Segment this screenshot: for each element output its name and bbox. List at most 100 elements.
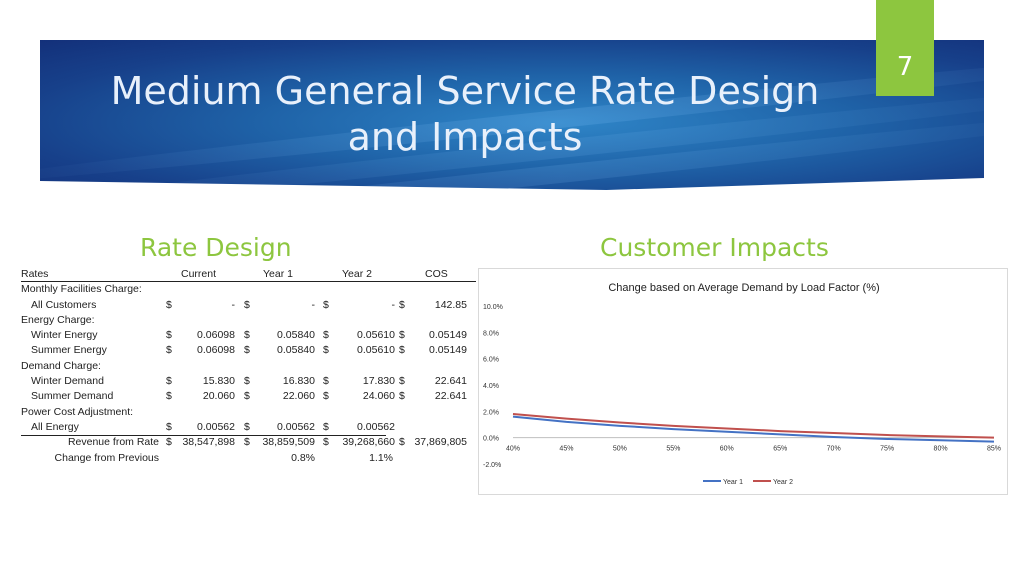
currency-symbol: $ [399,436,405,449]
table-row: Energy Charge: [21,313,476,328]
slide-title: Medium General Service Rate Design and I… [100,68,830,160]
y-tick-label: 2.0% [483,409,499,416]
currency-symbol: $ [244,298,250,311]
currency-symbol: $ [244,436,250,449]
table-row: Summer Energy $0.06098 $0.05840 $0.05610 $0.… [21,343,476,358]
cell-value: 0.05149 [429,344,467,357]
header-cos: COS [425,268,448,280]
cell-value: 0.06098 [197,344,235,357]
row-label: Winter Energy [31,329,98,342]
x-tick-label: 45% [559,446,573,453]
table-row: Summer Demand $20.060 $22.060 $24.060 $22.64… [21,389,476,404]
cell-value: 20.060 [202,390,235,403]
table-row: Revenue from Rate $38,547,898 $38,859,509 $… [21,435,476,450]
slide-number-badge: 7 [876,0,934,96]
y-tick-label: 6.0% [483,357,499,364]
currency-symbol: $ [323,436,329,449]
x-tick-label: 80% [934,446,948,453]
y-tick-label: 4.0% [483,383,499,390]
cell-value: 0.05610 [357,344,395,357]
series-line-2 [512,412,995,439]
rate-design-heading: Rate Design [140,233,292,262]
chart-title: Change based on Average Demand by Load F… [608,282,879,294]
currency-symbol: $ [166,420,172,433]
x-tick-label: 65% [773,446,787,453]
cell-value: 17.830 [362,375,395,388]
rates-table: Rates Current Year 1 Year 2 COS Monthly … [21,267,476,466]
table-row: Power Cost Adjustment: [21,405,476,420]
y-tick-label: -2.0% [483,462,501,469]
currency-symbol: $ [323,375,329,388]
table-row: Winter Demand $15.830 $16.830 $17.830 $22.64… [21,374,476,389]
currency-symbol: $ [399,329,405,342]
currency-symbol: $ [244,344,250,357]
currency-symbol: $ [166,436,172,449]
table-row: All Customers $ - $ - $ - $142.85 [21,298,476,313]
y-tick-label: 10.0% [483,304,503,311]
slide-number: 7 [896,52,914,82]
header-year2: Year 2 [342,268,372,280]
legend-label: Year 2 [773,479,793,486]
pct-change-value: 1.1% [369,451,393,464]
currency-symbol: $ [166,344,172,357]
currency-symbol: $ [244,390,250,403]
pct-change-value: 0.8% [291,451,315,464]
title-banner [40,40,984,190]
cell-value: 0.05610 [357,329,395,342]
currency-symbol: $ [323,344,329,357]
currency-symbol: $ [323,390,329,403]
row-label: Winter Demand [31,375,104,388]
cell-value: 142.85 [434,298,467,311]
currency-symbol: $ [166,375,172,388]
row-label: Revenue from Rate [67,436,159,449]
y-tick-label: 0.0% [483,436,499,443]
cell-value: 15.830 [202,375,235,388]
currency-symbol: $ [399,375,405,388]
row-label: Energy Charge: [21,313,95,326]
x-tick-label: 75% [880,446,894,453]
cell-value: 0.06098 [197,329,235,342]
cell-value: 38,859,509 [262,436,315,449]
x-tick-label: 70% [827,446,841,453]
legend-label: Year 1 [723,479,743,486]
cell-value: 0.05840 [277,329,315,342]
currency-symbol: $ [323,420,329,433]
table-header-row: Rates Current Year 1 Year 2 COS [21,267,476,283]
cell-value: 0.00562 [197,420,235,433]
x-tick-label: 60% [720,446,734,453]
cell-value: 16.830 [282,375,315,388]
title-line-2: and Impacts [347,115,583,159]
header-rates: Rates [21,268,49,280]
currency-symbol: $ [399,344,405,357]
x-tick-label: 50% [613,446,627,453]
currency-symbol: $ [399,390,405,403]
cell-value: 22.641 [434,375,467,388]
currency-symbol: $ [323,298,329,311]
row-label: Change from Previous [54,451,159,464]
cell-value: 0.05840 [277,344,315,357]
row-label: Demand Charge: [21,359,101,372]
x-tick-label: 85% [987,446,1001,453]
cell-value: 37,869,805 [414,436,467,449]
row-label: Monthly Facilities Charge: [21,283,142,296]
total-divider [21,435,386,437]
currency-symbol: $ [244,375,250,388]
cell-value: 0.05149 [429,329,467,342]
header-year1: Year 1 [263,268,293,280]
table-row: All Energy $0.00562 $0.00562 $0.00562 [21,420,476,437]
cell-value: 22.060 [282,390,315,403]
title-line-1: Medium General Service Rate Design [110,69,820,113]
header-current: Current [181,268,217,280]
cell-value: - [231,298,236,311]
cell-value: - [391,298,396,311]
cell-value: 24.060 [362,390,395,403]
currency-symbol: $ [166,298,172,311]
series-line-1 [512,415,995,443]
row-label: All Energy [31,420,79,433]
currency-symbol: $ [399,298,405,311]
row-label: Power Cost Adjustment: [21,405,134,418]
currency-symbol: $ [166,329,172,342]
cell-value: - [311,298,316,311]
cell-value: 22.641 [434,390,467,403]
customer-impacts-heading: Customer Impacts [600,233,829,262]
